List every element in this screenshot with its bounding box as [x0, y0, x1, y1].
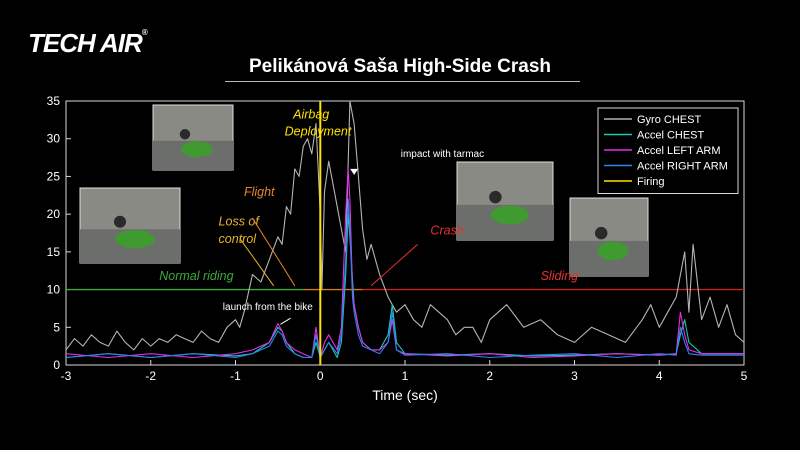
legend-entry: Firing: [637, 176, 665, 188]
series-line-accel-right-arm: [65, 198, 744, 359]
photo-inset-2: [79, 187, 181, 264]
annotation-arrow: [280, 317, 291, 325]
annotation-arrow: [370, 243, 419, 287]
x-tick-label: 1: [402, 369, 409, 383]
x-axis-label: Time (sec): [372, 387, 438, 403]
x-tick-label: 2: [486, 369, 493, 383]
logo-text: TECH AIR: [28, 28, 143, 58]
y-tick-label: 0: [53, 358, 60, 372]
x-tick-label: -1: [230, 369, 241, 383]
annotation-normal: Normal riding: [159, 269, 233, 283]
annotation-launch: launch from the bike: [223, 302, 313, 313]
series-lines: [65, 100, 745, 365]
chart-axes: -3 -2 -1 0 1 2 3 4 5 0 5 10 15 20 25 30 35: [47, 94, 748, 383]
y-tick-label: 15: [47, 245, 61, 259]
y-tick-label: 10: [47, 283, 61, 297]
logo-registered-mark: ®: [141, 28, 148, 37]
x-tick-label: -3: [61, 369, 72, 383]
photo-inset-4: [569, 197, 649, 277]
series-line-gyro-chest: [65, 100, 745, 351]
photo-inset-3: [456, 161, 554, 241]
annotation-loss2: control: [219, 232, 258, 246]
annotation-airbag1: Airbag: [292, 107, 329, 121]
x-tick-label: 3: [571, 369, 578, 383]
photo-inset-1: [152, 104, 234, 171]
y-tick-label: 5: [53, 320, 60, 334]
annotations: Normal riding Flight Loss of control Airbag D…: [159, 107, 579, 325]
impact-marker: [350, 168, 359, 175]
title-underline: [225, 81, 580, 82]
legend: Gyro CHEST Accel CHEST Accel LEFT ARM Accel…: [597, 107, 739, 194]
annotation-arrow: [239, 237, 275, 287]
annotation-loss1: Loss of: [219, 214, 261, 228]
annotation-flight: Flight: [244, 185, 275, 199]
legend-entry: Accel RIGHT ARM: [637, 161, 728, 173]
x-tick-label: -2: [145, 369, 156, 383]
annotation-arrow: [252, 217, 296, 287]
legend-entry: Accel CHEST: [637, 130, 705, 142]
crash-photo-insets: [79, 104, 649, 277]
y-tick-label: 35: [47, 94, 61, 108]
x-tick-label: 4: [656, 369, 663, 383]
techair-logo: TECH AIR®: [28, 28, 148, 59]
annotation-airbag2: Deployment: [285, 125, 352, 139]
x-tick-label: 5: [741, 369, 748, 383]
legend-entry: Accel LEFT ARM: [637, 145, 721, 157]
legend-entry: Gyro CHEST: [637, 114, 701, 126]
annotation-crash: Crash: [430, 224, 463, 238]
y-tick-label: 30: [47, 132, 61, 146]
y-tick-label: 20: [47, 207, 61, 221]
chart-title: Pelikánová Saša High-Side Crash: [248, 56, 551, 77]
y-tick-label: 25: [47, 169, 61, 183]
annotation-sliding: Sliding: [541, 269, 579, 283]
series-line-accel-left-arm: [65, 168, 744, 359]
annotation-impact: impact with tarmac: [401, 149, 484, 160]
x-tick-label: 0: [317, 369, 324, 383]
